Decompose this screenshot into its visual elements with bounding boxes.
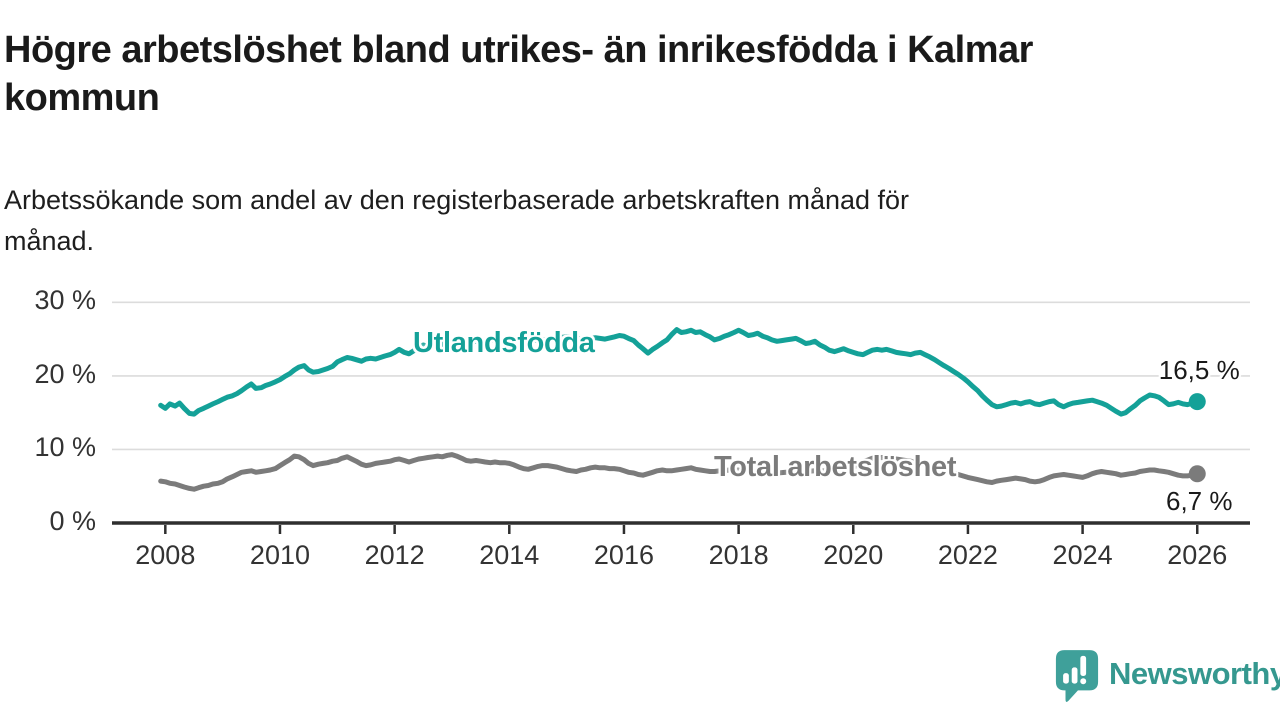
newsworthy-logo: Newsworthy [1054, 648, 1280, 704]
bar-chart-bar-2 [1071, 667, 1078, 684]
bar-chart-bar-1 [1063, 673, 1069, 684]
exclamation-dot [1080, 678, 1087, 685]
series-line-total [158, 452, 1200, 492]
end-dot-total [1188, 465, 1206, 483]
newsworthy-logo-icon [1055, 650, 1099, 702]
newsworthy-logo-text: Newsworthy [1109, 656, 1280, 691]
end-dot-utlandsfodda [1188, 393, 1206, 411]
exclamation-bar [1080, 655, 1087, 676]
page-subtitle: Arbetssökande som andel av den registerb… [4, 180, 1204, 262]
page-subtitle-line-1: Arbetssökande som andel av den registerb… [4, 185, 910, 215]
page-subtitle-line-2: månad. [4, 226, 95, 256]
series-line-utlandsfodda [158, 327, 1200, 417]
page-title: Högre arbetslöshet bland utrikes- än inr… [4, 26, 1244, 122]
page-title-line-1: Högre arbetslöshet bland utrikes- än inr… [4, 29, 1033, 71]
page-title-line-2: kommun [4, 77, 160, 119]
